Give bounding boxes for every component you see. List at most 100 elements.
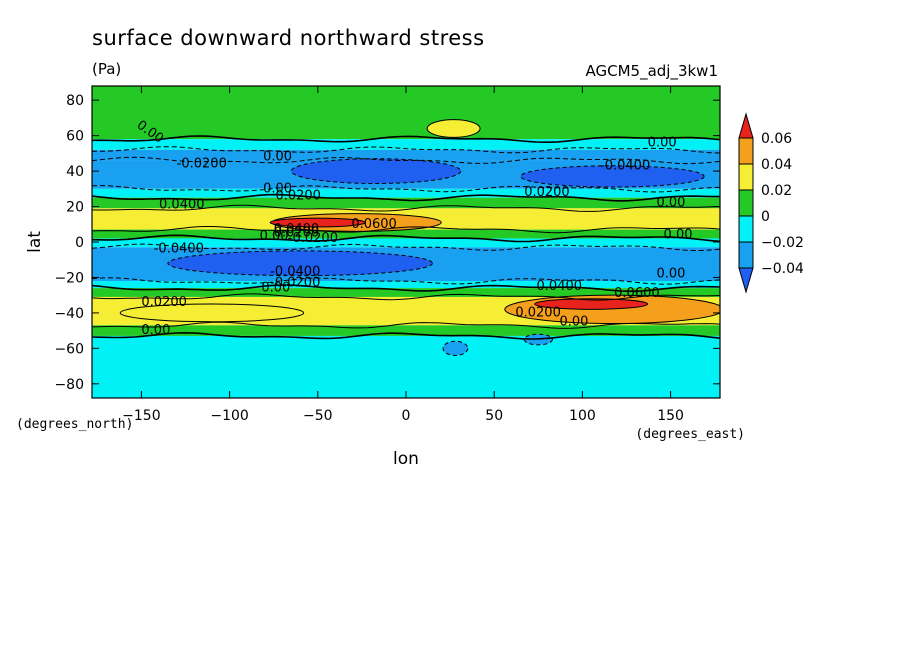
contour-label-2: -0.0200	[177, 157, 227, 172]
contour-line-14	[92, 331, 720, 340]
y-tick-label: 60	[66, 129, 84, 145]
field-band-11	[92, 288, 720, 297]
x-unit-label: (degrees_east)	[635, 427, 745, 442]
y-tick-label: −40	[54, 306, 84, 322]
y-tick-label: 0	[75, 235, 84, 251]
field-band-7	[92, 229, 720, 239]
contour-label-10: -0.0200	[288, 231, 338, 246]
y-tick-label: 20	[66, 200, 84, 216]
contour-line-4	[92, 185, 720, 193]
contour-lines	[92, 135, 720, 340]
contour-label-14: 0.00	[261, 281, 290, 296]
x-tick-label: −100	[210, 408, 248, 424]
chart-units: (Pa)	[92, 60, 121, 78]
colorbar-swatch	[738, 137, 754, 165]
contour-label-15: 0.0200	[141, 295, 187, 310]
field-band-4	[92, 188, 720, 198]
contour-label-20: 0.00	[656, 196, 685, 211]
contour-line-7	[92, 226, 720, 234]
x-tick-label: 50	[485, 408, 503, 424]
colorbar-label: 0.06	[761, 131, 792, 147]
field-region-6	[534, 298, 649, 310]
x-axis: −150 −100 −50 0 50 100 150	[122, 86, 684, 424]
contour-label-4: 0.0200	[275, 188, 321, 203]
contour-line-10	[92, 277, 720, 285]
contour-label-6: 0.0600	[351, 217, 397, 232]
field-region-1	[520, 165, 705, 188]
field-band-10	[92, 281, 720, 289]
x-tick-label: 0	[402, 408, 411, 424]
contour-label-25: 0.0200	[515, 305, 561, 320]
x-tick-label: −150	[122, 408, 160, 424]
contour-line-5	[92, 193, 720, 202]
x-tick-label: 100	[569, 408, 596, 424]
colorbar: 0.06 0.04 0.02 0 −0.02 −0.04	[738, 112, 804, 294]
y-tick-label: −80	[54, 377, 84, 393]
field-region-2	[167, 250, 433, 277]
contour-label-26: 0.00	[559, 314, 588, 329]
contour-line-6	[92, 204, 720, 212]
contour-label-9: 0.00	[260, 229, 289, 244]
chart-title: surface downward northward stress	[92, 26, 485, 50]
colorbar-label: −0.04	[761, 261, 804, 277]
x-axis-label: lon	[393, 449, 419, 469]
contour-label-3: 0.00	[263, 181, 292, 196]
y-tick-label: 80	[66, 93, 84, 109]
contour-labels: 0.000.00-0.02000.000.02000.04000.06000.0…	[134, 118, 693, 338]
y-tick-label: −20	[54, 270, 84, 286]
colorbar-top-arrow	[738, 112, 754, 139]
colorbar-label: 0	[761, 209, 770, 225]
field-band-5	[92, 197, 720, 209]
contour-line-11	[92, 284, 720, 292]
contour-label-13: -0.0200	[270, 275, 320, 290]
field-band-1	[92, 139, 720, 150]
field-region-0	[290, 158, 462, 185]
contour-label-19: 0.0200	[524, 185, 570, 200]
contour-label-16: 0.00	[141, 323, 170, 338]
field-band-13	[92, 325, 720, 336]
field-band-2	[92, 149, 720, 161]
colorbar-swatch	[738, 241, 754, 269]
y-tick-label: −60	[54, 341, 84, 357]
contour-label-23: 0.0400	[537, 279, 583, 294]
x-tick-label: −50	[303, 408, 333, 424]
field-region-4	[269, 217, 366, 228]
contour-label-21: 0.00	[664, 227, 693, 242]
contour-label-5: 0.0400	[159, 197, 205, 212]
field-region-8	[119, 303, 305, 323]
y-tick-label: 40	[66, 164, 84, 180]
contour-line-1	[92, 135, 720, 143]
x-tick-label: 150	[657, 408, 684, 424]
colorbar-swatch	[738, 189, 754, 217]
contour-label-12: -0.0400	[270, 265, 320, 280]
colorbar-swatch	[738, 163, 754, 191]
contour-label-8: 0.0200	[274, 226, 320, 241]
contour-label-11: -0.0400	[154, 242, 204, 257]
y-unit-label: (degrees_north)	[16, 417, 133, 432]
contour-line-9	[92, 243, 720, 252]
contour-label-7: 0.0400	[274, 222, 320, 237]
colorbar-label: 0.04	[761, 157, 792, 173]
contour-line-2	[92, 146, 720, 154]
y-axis: 80 60 40 20 0 −20 −40 −60 −80	[54, 93, 720, 393]
contour-label-24: 0.0600	[614, 286, 660, 301]
contour-label-22: 0.00	[656, 266, 685, 281]
contour-line-8	[92, 234, 720, 243]
contour-line-12	[92, 293, 720, 301]
y-axis-label: lat	[25, 231, 45, 253]
colorbar-bottom-arrow	[738, 267, 754, 294]
field-band-14	[92, 335, 720, 398]
model-name: AGCM5_adj_3kw1	[585, 62, 718, 81]
field-region-7	[426, 119, 481, 138]
field-region-9	[442, 340, 469, 356]
colorbar-label: 0.02	[761, 183, 792, 199]
colorbar-label: −0.02	[761, 235, 804, 251]
colorbar-swatch	[738, 215, 754, 243]
field-band-0	[92, 86, 720, 140]
contour-line-3	[92, 156, 720, 165]
contour-label-1: 0.00	[263, 149, 292, 164]
contour-label-18: 0.00	[648, 135, 677, 150]
field-band-8	[92, 238, 720, 248]
contour-label-17: -0.0400	[600, 158, 650, 173]
